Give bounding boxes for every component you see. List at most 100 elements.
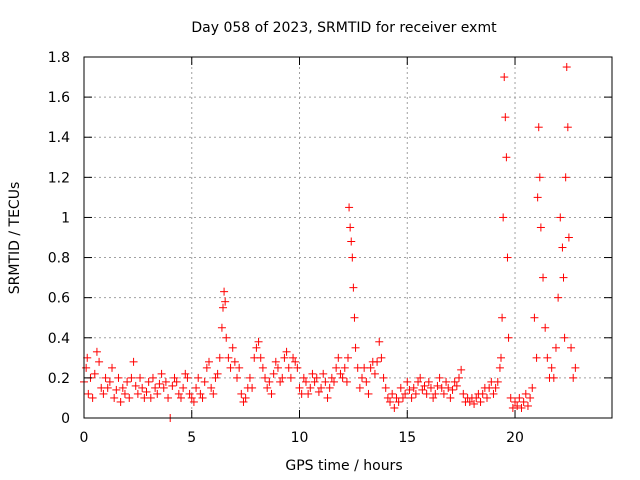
data-point (342, 377, 351, 386)
data-point (424, 377, 433, 386)
x-tick-label: 20 (506, 430, 524, 446)
data-point (416, 373, 425, 382)
data-point (164, 393, 173, 402)
data-point (235, 363, 244, 372)
data-point (153, 389, 162, 398)
data-point (301, 377, 310, 386)
data-point (533, 193, 542, 202)
x-tick-label: 0 (80, 430, 89, 446)
data-point (336, 369, 345, 378)
data-point (476, 397, 485, 406)
data-point (319, 369, 328, 378)
data-point (375, 337, 384, 346)
data-point (327, 373, 336, 382)
data-point (146, 393, 155, 402)
data-point (90, 369, 99, 378)
data-point (321, 377, 330, 386)
data-point (383, 393, 392, 402)
data-point (561, 173, 570, 182)
data-point (414, 377, 423, 386)
data-point (92, 347, 101, 356)
data-point (448, 385, 457, 394)
data-point (148, 373, 157, 382)
data-point (396, 383, 405, 392)
data-point (379, 373, 388, 382)
data-point (511, 397, 520, 406)
data-point (348, 253, 357, 262)
data-point (222, 333, 231, 342)
data-point (532, 353, 541, 362)
data-point (491, 383, 500, 392)
data-point (144, 377, 153, 386)
data-point (226, 363, 235, 372)
data-point (269, 369, 278, 378)
data-point (213, 369, 222, 378)
data-point (498, 313, 507, 322)
data-point (138, 383, 147, 392)
data-point (161, 377, 170, 386)
data-point (493, 377, 502, 386)
data-point (386, 397, 395, 406)
data-point (215, 353, 224, 362)
data-point (237, 389, 246, 398)
data-point (120, 389, 129, 398)
data-point (228, 343, 237, 352)
data-point (323, 393, 332, 402)
data-point (103, 383, 112, 392)
data-point (388, 389, 397, 398)
data-point (224, 353, 233, 362)
data-point (344, 353, 352, 362)
data-point (219, 303, 228, 312)
y-tick-label: 0 (61, 411, 70, 427)
x-tick-label: 15 (398, 430, 416, 446)
data-point (289, 353, 298, 362)
data-point (560, 333, 569, 342)
y-tick-label: 0.6 (48, 291, 70, 307)
data-point (99, 389, 108, 398)
data-point (317, 383, 326, 392)
data-point (278, 373, 287, 382)
data-point (452, 381, 461, 390)
data-point (502, 153, 511, 162)
x-tick-label: 10 (291, 430, 309, 446)
data-point (196, 389, 205, 398)
data-point (358, 373, 367, 382)
data-point (239, 397, 248, 406)
data-point (194, 373, 203, 382)
data-point (204, 357, 213, 366)
data-point (422, 389, 431, 398)
data-point (176, 393, 185, 402)
data-point (489, 389, 498, 398)
data-point (523, 401, 532, 410)
data-point (364, 389, 373, 398)
grid-lines (84, 57, 612, 418)
data-point (350, 313, 359, 322)
data-point (504, 333, 513, 342)
data-point (513, 401, 522, 410)
data-point (497, 353, 506, 362)
data-point (500, 73, 509, 82)
data-point (495, 363, 504, 372)
y-tick-label: 1.8 (48, 50, 70, 66)
data-point (521, 389, 530, 398)
data-point (267, 389, 276, 398)
data-point (431, 389, 440, 398)
data-point (200, 377, 209, 386)
data-point (170, 373, 179, 382)
data-point (207, 383, 216, 392)
y-tick-label: 1.6 (48, 90, 70, 106)
data-point (556, 213, 565, 222)
data-point (394, 397, 403, 406)
data-point (187, 393, 196, 402)
data-point (295, 383, 304, 392)
data-point (558, 243, 567, 252)
data-point (526, 393, 535, 402)
data-point (332, 363, 341, 372)
data-point (528, 383, 537, 392)
y-tick-label: 0.4 (48, 331, 70, 347)
data-point (351, 343, 360, 352)
data-point (442, 377, 451, 386)
data-point (534, 123, 543, 132)
data-point (88, 393, 97, 402)
data-point (108, 363, 117, 372)
